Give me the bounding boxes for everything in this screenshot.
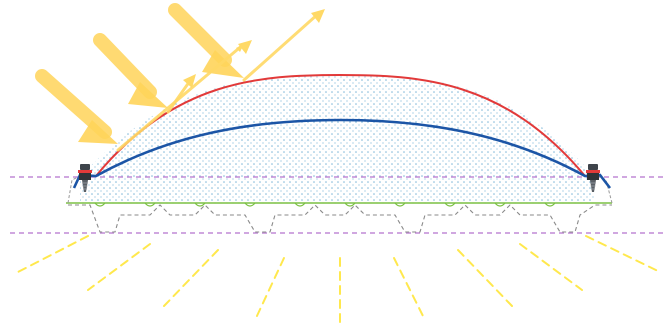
- sun-ray-arrowhead-1: [78, 120, 118, 144]
- red-outer-arc: [95, 73, 586, 177]
- sun-rays: [35, 3, 325, 152]
- right-fastener: [586, 164, 600, 192]
- corrugated-sheet-profile: [68, 204, 612, 233]
- diffused-light-rays: [17, 235, 661, 323]
- reflected-ray-3: [242, 12, 320, 82]
- reflected-ray-1: [116, 42, 246, 152]
- left-fastener: [78, 164, 92, 192]
- sun-ray-incoming-2: [93, 33, 157, 99]
- screw-icon: [78, 164, 92, 192]
- roof-green-bumps: [94, 202, 556, 207]
- left-end-frame: [67, 175, 81, 204]
- screw-icon: [586, 164, 600, 192]
- blue-inner-arc: [72, 118, 612, 189]
- right-end-frame: [597, 175, 613, 204]
- sun-ray-arrowhead-2: [128, 82, 168, 108]
